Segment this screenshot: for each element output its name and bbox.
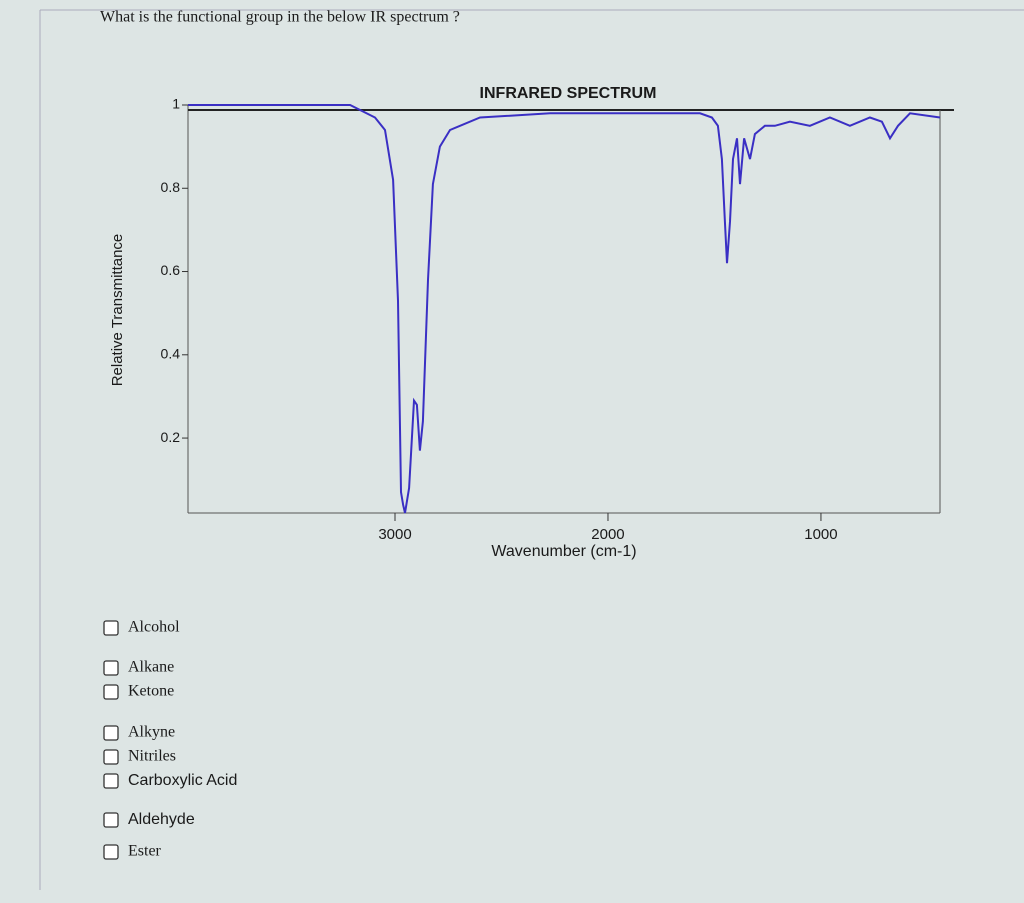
checkbox[interactable] [103,725,119,741]
x-tick-label: 1000 [804,526,837,543]
y-tick-label: 0.4 [161,345,181,361]
chart-title: INFRARED SPECTRUM [480,85,657,102]
y-tick-label: 0.2 [161,429,181,445]
x-tick-label: 3000 [378,526,411,543]
option-label[interactable]: Alkane [128,659,174,676]
checkbox[interactable] [103,844,119,860]
option-label[interactable]: Ketone [128,683,174,700]
option-label[interactable]: Ester [128,843,162,860]
checkbox[interactable] [103,773,119,789]
checkbox[interactable] [103,812,119,828]
y-tick-label: 0.6 [161,262,181,278]
checkbox[interactable] [103,684,119,700]
y-axis-label: Relative Transmittance [109,234,126,387]
option-label[interactable]: Alkyne [128,724,175,741]
x-tick-label: 2000 [591,526,624,543]
option-label[interactable]: Alcohol [128,619,180,636]
x-axis-label: Wavenumber (cm-1) [491,543,636,560]
spectrum-line [188,104,941,514]
y-tick-label: 1 [172,96,180,112]
checkbox[interactable] [103,660,119,676]
option-label[interactable]: Nitriles [128,748,176,765]
option-label[interactable]: Aldehyde [128,811,195,828]
checkbox[interactable] [103,749,119,765]
checkbox[interactable] [103,620,119,636]
option-label[interactable]: Carboxylic Acid [128,772,237,789]
y-tick-label: 0.8 [161,179,181,195]
question: What is the functional group in the belo… [100,9,460,26]
